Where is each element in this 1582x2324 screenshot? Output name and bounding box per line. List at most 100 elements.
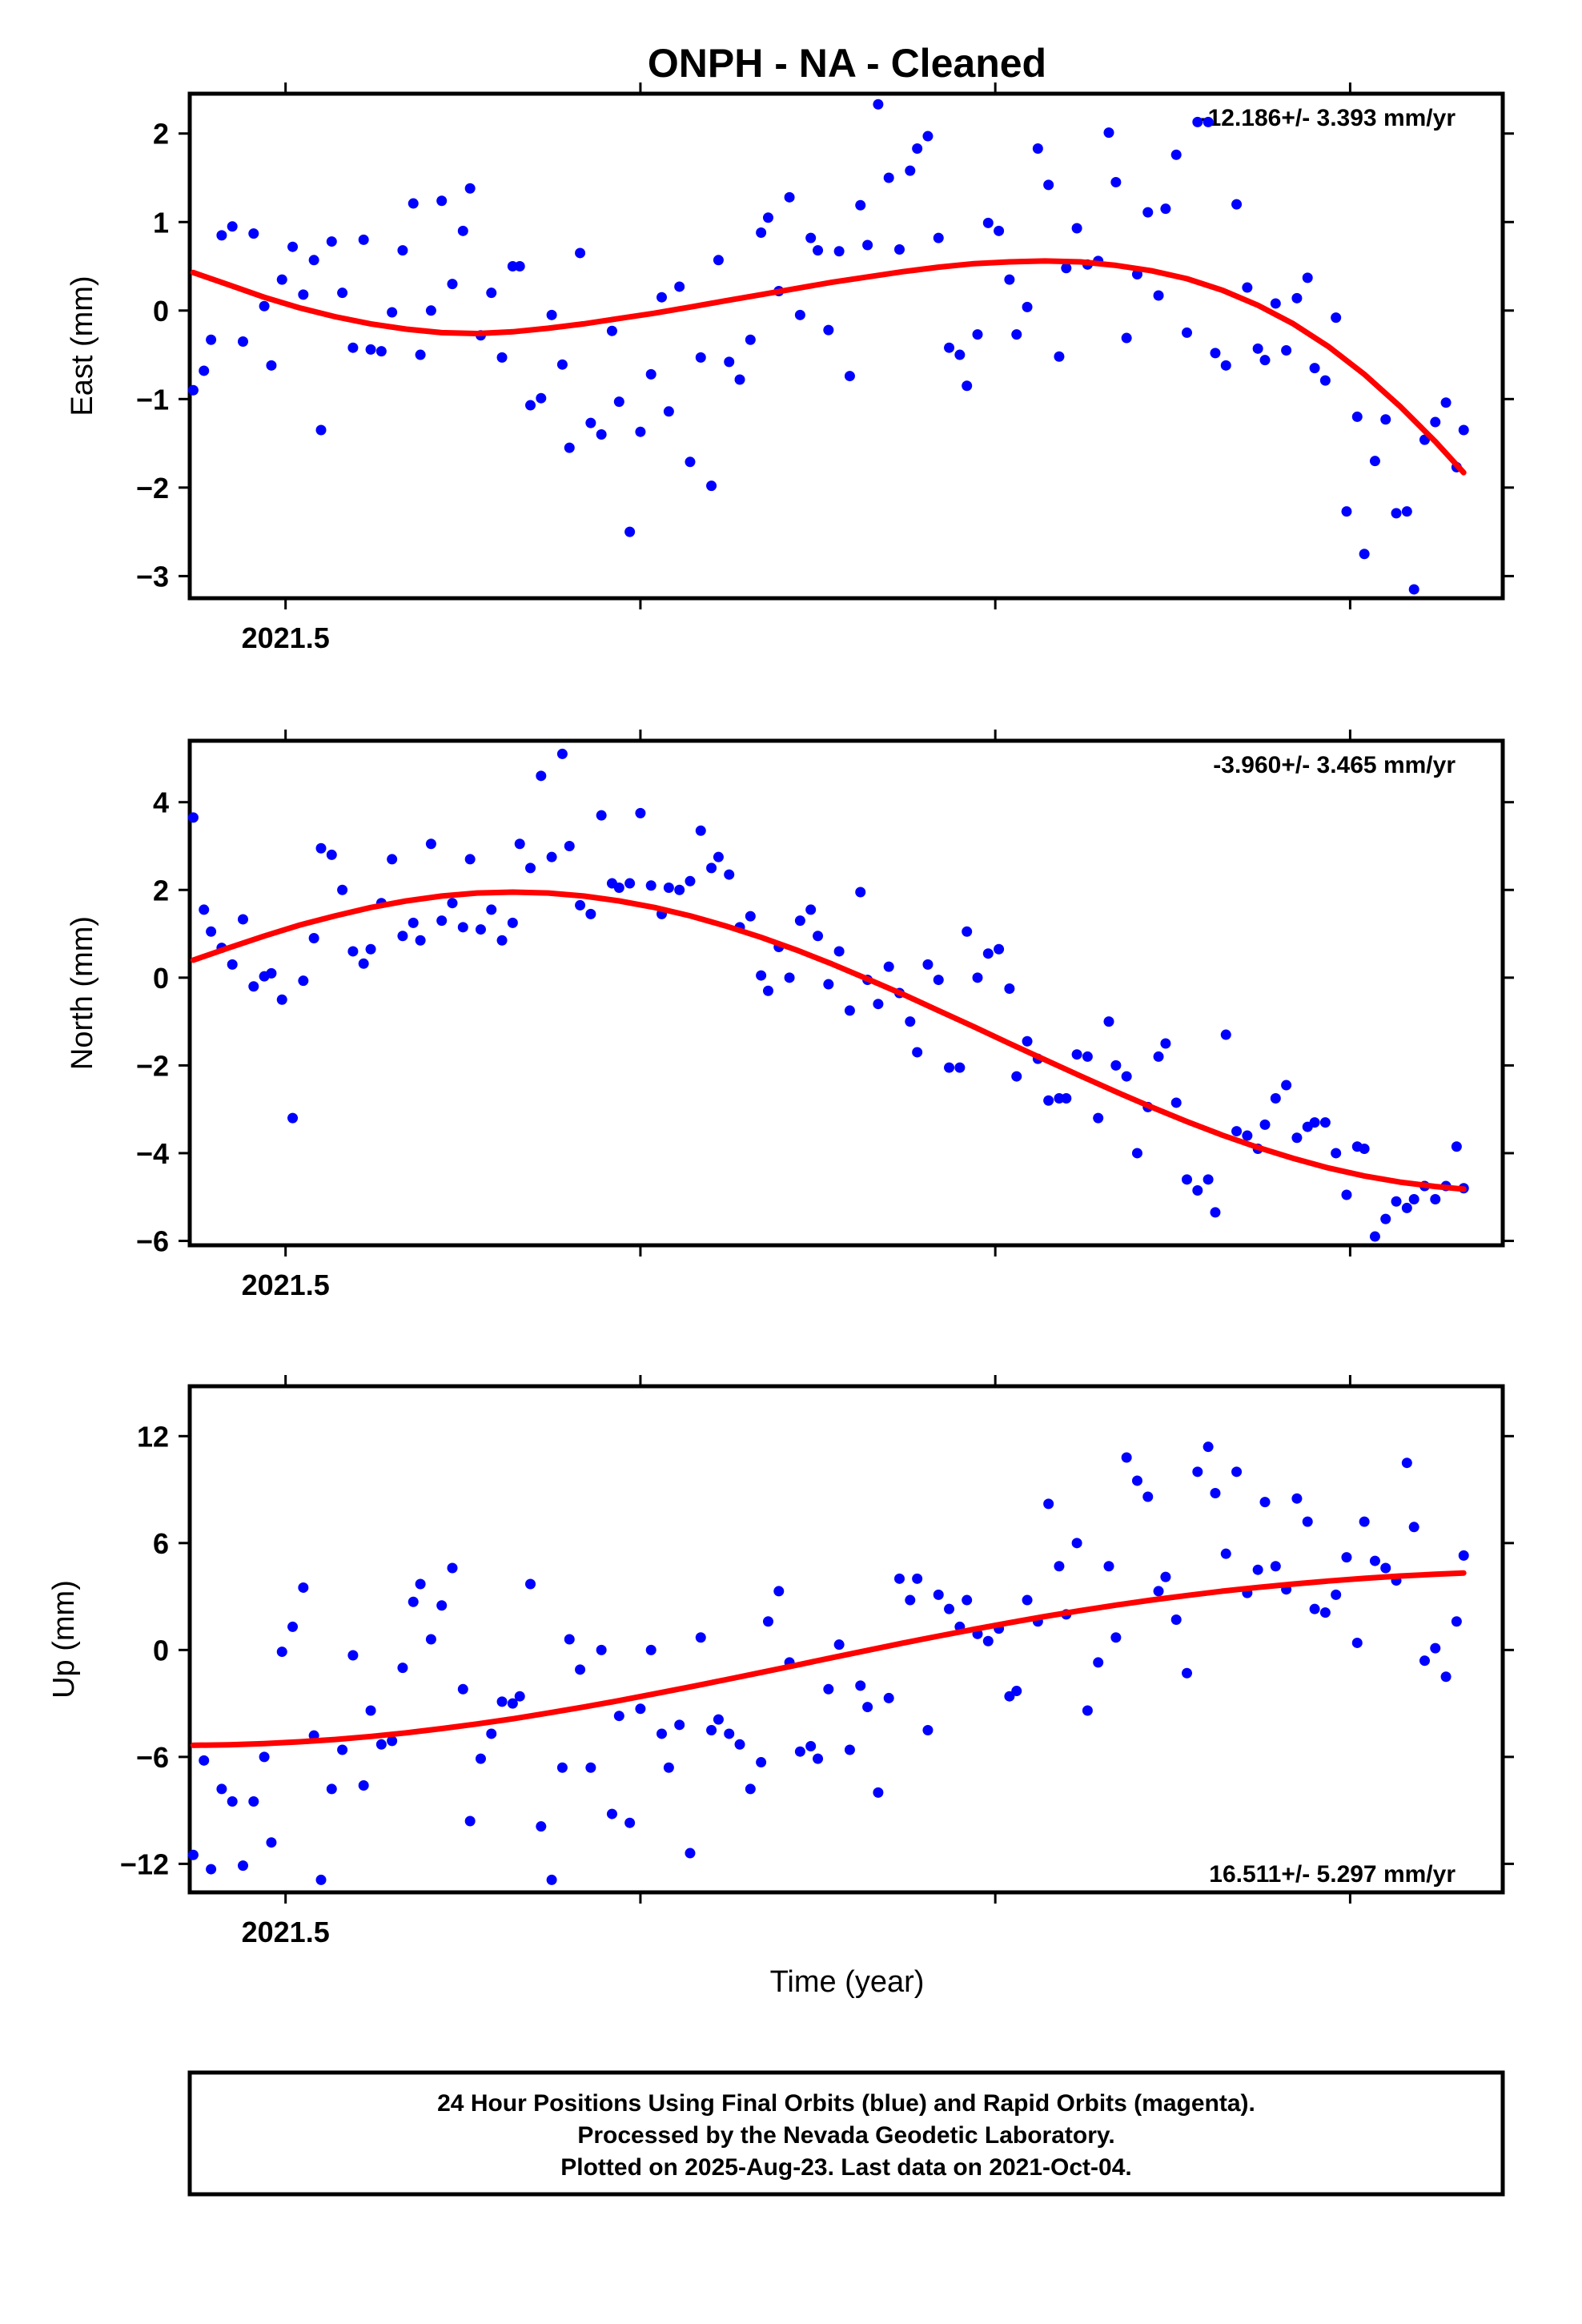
y-tick-label: 0 bbox=[153, 295, 169, 328]
data-points bbox=[187, 748, 1469, 1242]
data-point bbox=[1252, 343, 1263, 354]
data-point bbox=[1022, 1594, 1033, 1606]
data-point bbox=[1082, 1705, 1093, 1716]
data-point bbox=[1309, 1117, 1320, 1128]
data-point bbox=[1220, 1548, 1231, 1559]
data-point bbox=[1319, 1117, 1331, 1128]
data-point bbox=[525, 400, 536, 411]
data-point bbox=[844, 371, 855, 382]
data-point bbox=[1153, 1586, 1164, 1597]
data-point bbox=[645, 368, 656, 380]
footer-line-1: 24 Hour Positions Using Final Orbits (bl… bbox=[437, 2090, 1255, 2117]
data-point bbox=[237, 336, 248, 347]
data-point bbox=[227, 1796, 238, 1807]
data-point bbox=[206, 1864, 217, 1875]
data-point bbox=[844, 1744, 855, 1755]
data-point bbox=[1071, 223, 1082, 234]
data-point bbox=[227, 221, 238, 232]
data-point bbox=[315, 1874, 327, 1885]
data-point bbox=[606, 325, 617, 336]
data-points bbox=[187, 1441, 1469, 1885]
data-point bbox=[397, 1663, 408, 1674]
data-point bbox=[206, 334, 217, 345]
data-point bbox=[1071, 1538, 1082, 1549]
data-point bbox=[457, 1683, 468, 1695]
x-tick-label: 2021.5 bbox=[242, 621, 330, 654]
data-point bbox=[1419, 1655, 1430, 1667]
data-point bbox=[425, 838, 436, 850]
data-point bbox=[1302, 1516, 1313, 1527]
data-point bbox=[794, 309, 805, 320]
data-point bbox=[713, 255, 724, 266]
data-point bbox=[656, 1728, 668, 1739]
data-point bbox=[1170, 149, 1182, 160]
data-point bbox=[833, 1639, 845, 1651]
data-point bbox=[187, 1849, 199, 1860]
data-point bbox=[645, 880, 656, 891]
data-point bbox=[844, 1005, 855, 1016]
data-point bbox=[536, 392, 547, 404]
data-point bbox=[408, 1596, 419, 1607]
data-point bbox=[613, 1711, 624, 1722]
data-point bbox=[585, 417, 596, 428]
data-point bbox=[1022, 301, 1033, 312]
y-axis-label: Up (mm) bbox=[47, 1580, 81, 1699]
data-point bbox=[1103, 127, 1114, 139]
data-point bbox=[525, 1578, 536, 1590]
data-point bbox=[496, 352, 508, 363]
data-point bbox=[734, 1739, 745, 1750]
data-point bbox=[1319, 375, 1331, 386]
data-point bbox=[486, 904, 497, 915]
data-point bbox=[397, 245, 408, 256]
data-point bbox=[1341, 1189, 1352, 1200]
panel-up: 12 6 0 −6 −12 2021.5 Up (mm) 16.511+/- 5.297 mm… bbox=[47, 1375, 1514, 1948]
data-point bbox=[1203, 1174, 1214, 1185]
data-point bbox=[1192, 1466, 1203, 1478]
data-point bbox=[1351, 411, 1363, 422]
data-point bbox=[823, 324, 834, 336]
y-tick-label: −6 bbox=[136, 1741, 169, 1774]
data-point bbox=[564, 1634, 575, 1645]
data-point bbox=[575, 247, 586, 259]
data-point bbox=[266, 360, 277, 371]
data-point bbox=[813, 245, 824, 256]
data-point bbox=[1043, 1095, 1054, 1106]
data-point bbox=[1192, 1185, 1203, 1196]
data-point bbox=[713, 1714, 724, 1725]
y-tick-label: −2 bbox=[136, 1049, 169, 1082]
data-point bbox=[944, 1062, 955, 1073]
data-point bbox=[1032, 143, 1043, 155]
data-point bbox=[457, 922, 468, 933]
data-point bbox=[805, 1741, 817, 1752]
data-point bbox=[1369, 1231, 1380, 1242]
data-point bbox=[1430, 416, 1441, 428]
data-point bbox=[1110, 1632, 1122, 1643]
data-point bbox=[415, 1578, 426, 1590]
data-point bbox=[564, 442, 575, 453]
fit-curve bbox=[190, 258, 1467, 476]
y-tick-label: 12 bbox=[137, 1420, 169, 1453]
data-point bbox=[1220, 360, 1231, 371]
data-point bbox=[1210, 1488, 1221, 1499]
data-point bbox=[1182, 1667, 1193, 1679]
rate-label: 16.511+/- 5.297 mm/yr bbox=[1209, 1861, 1456, 1888]
data-point bbox=[248, 981, 259, 992]
y-tick-label: 0 bbox=[153, 962, 169, 995]
data-points bbox=[187, 99, 1469, 595]
data-point bbox=[1359, 549, 1370, 560]
data-point bbox=[326, 1783, 337, 1795]
data-point bbox=[298, 1582, 309, 1593]
data-point bbox=[408, 198, 419, 209]
y-tick-label: −2 bbox=[136, 472, 169, 505]
data-point bbox=[337, 884, 348, 895]
data-point bbox=[994, 943, 1005, 955]
data-point bbox=[1160, 1571, 1171, 1582]
data-point bbox=[823, 979, 834, 990]
data-point bbox=[1103, 1561, 1114, 1572]
x-axis-label: Time (year) bbox=[770, 1965, 925, 1999]
data-point bbox=[706, 862, 717, 874]
data-point bbox=[873, 1787, 884, 1798]
y-tick-label: 2 bbox=[153, 118, 169, 151]
data-point bbox=[663, 1762, 674, 1773]
data-point bbox=[624, 878, 636, 889]
